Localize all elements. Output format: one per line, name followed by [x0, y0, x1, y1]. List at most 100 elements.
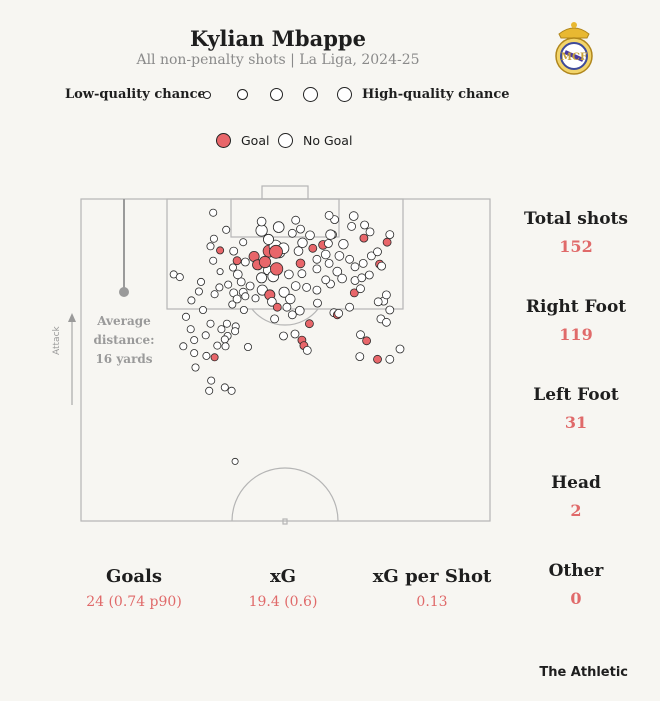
- shot-nogoal-point: [207, 376, 216, 385]
- shot-nogoal-point: [321, 275, 331, 285]
- shot-nogoal-point: [210, 290, 219, 299]
- average-distance-line: distance:: [93, 333, 155, 347]
- legend-size-circle: [303, 87, 318, 102]
- shot-nogoal-point: [209, 256, 218, 265]
- shot-nogoal-point: [323, 239, 333, 248]
- shot-nogoal-point: [377, 261, 387, 271]
- shot-nogoal-point: [287, 310, 297, 320]
- legend-size-circle: [203, 91, 211, 99]
- shot-nogoal-point: [357, 273, 367, 283]
- shot-nogoal-point: [222, 319, 231, 328]
- shot-nogoal-point: [364, 270, 374, 280]
- shot-nogoal-point: [220, 335, 229, 344]
- shot-nogoal-point: [201, 331, 210, 340]
- shot-nogoal-point: [202, 351, 211, 360]
- shot-nogoal-point: [220, 383, 229, 392]
- real-madrid-crest-icon: MCF: [555, 22, 593, 75]
- shot-nogoal-point: [282, 302, 292, 312]
- shot-goal-point: [232, 256, 242, 266]
- shot-nogoal-point: [187, 296, 196, 305]
- shot-goal-point: [359, 233, 369, 243]
- shot-nogoal-point: [355, 352, 365, 362]
- shot-nogoal-point: [381, 317, 391, 327]
- shot-nogoal-point: [290, 329, 300, 339]
- shot-markers: [169, 208, 405, 465]
- shot-nogoal-point: [190, 349, 199, 358]
- shot-nogoal-point: [262, 233, 274, 245]
- stat-head-value: 2: [570, 501, 582, 520]
- shot-nogoal-point: [385, 230, 395, 240]
- shot-nogoal-point: [232, 294, 242, 304]
- shot-nogoal-point: [356, 284, 365, 294]
- legend-goal-label: Goal: [241, 133, 270, 148]
- shot-nogoal-point: [347, 221, 357, 231]
- stat-right-foot-value: 119: [559, 325, 593, 344]
- shot-nogoal-point: [312, 254, 322, 264]
- stat-right-foot-label: Right Foot: [525, 297, 627, 317]
- stat-other-value: 0: [570, 589, 582, 608]
- shot-nogoal-point: [334, 308, 344, 318]
- shot-nogoal-point: [221, 342, 230, 351]
- shot-nogoal-point: [366, 251, 376, 261]
- shot-nogoal-point: [215, 283, 224, 292]
- shot-nogoal-point: [217, 325, 226, 334]
- six-yard-box: [230, 198, 340, 238]
- shot-nogoal-point: [385, 354, 395, 364]
- shot-nogoal-point: [350, 262, 360, 272]
- shot-goal-point: [269, 262, 284, 276]
- shot-nogoal-point: [325, 229, 336, 240]
- shot-nogoal-point: [373, 247, 382, 257]
- shot-nogoal-point: [291, 215, 301, 225]
- shot-nogoal-point: [356, 330, 365, 340]
- legend-nogoal-marker: [278, 133, 293, 148]
- shot-nogoal-point: [297, 237, 308, 249]
- shot-goal-point: [272, 302, 282, 312]
- shot-nogoal-point: [255, 224, 268, 237]
- shot-nogoal-point: [305, 230, 315, 241]
- shot-nogoal-point: [373, 297, 383, 307]
- shot-nogoal-point: [297, 269, 307, 279]
- shot-goal-point: [308, 243, 318, 253]
- shot-nogoal-point: [338, 238, 349, 250]
- shot-nogoal-point: [251, 294, 260, 303]
- shot-nogoal-point: [231, 457, 239, 465]
- shot-nogoal-point: [381, 290, 391, 300]
- shot-nogoal-point: [302, 282, 312, 292]
- shot-goal-point: [373, 354, 382, 364]
- stat-head-label: Head: [551, 473, 601, 493]
- shot-nogoal-point: [181, 312, 190, 321]
- shot-nogoal-point: [360, 220, 370, 230]
- goal: [261, 185, 309, 200]
- shot-goal-point: [382, 237, 392, 247]
- shot-nogoal-point: [240, 257, 250, 267]
- shot-goal-point: [258, 255, 272, 269]
- shot-nogoal-point: [191, 363, 200, 372]
- shot-nogoal-point: [206, 319, 215, 328]
- stat-other-label: Other: [548, 561, 604, 581]
- shot-nogoal-point: [302, 345, 312, 355]
- shot-goal-point: [349, 288, 359, 298]
- average-distance-line: 16 yards: [95, 352, 153, 366]
- shot-nogoal-point: [209, 208, 218, 217]
- shot-nogoal-point: [227, 386, 236, 395]
- xg-label: xG: [269, 566, 297, 587]
- shot-nogoal-point: [231, 327, 240, 336]
- shot-nogoal-point: [209, 234, 218, 243]
- shot-nogoal-point: [284, 269, 294, 280]
- shot-nogoal-point: [345, 302, 355, 312]
- legend-size-circle: [337, 87, 352, 102]
- shot-nogoal-point: [312, 264, 322, 274]
- shot-nogoal-point: [256, 272, 268, 284]
- shot-nogoal-point: [239, 305, 248, 314]
- shot-nogoal-point: [272, 221, 285, 233]
- shot-nogoal-point: [216, 268, 224, 276]
- shot-nogoal-point: [256, 216, 267, 227]
- pitch-markings: [80, 185, 491, 525]
- center-circle: [231, 467, 339, 522]
- shot-nogoal-point: [175, 273, 184, 282]
- shot-nogoal-point: [267, 296, 277, 307]
- shot-nogoal-point: [228, 263, 237, 272]
- shot-nogoal-point: [395, 344, 405, 354]
- shot-nogoal-point: [196, 277, 205, 286]
- shot-nogoal-point: [365, 227, 375, 237]
